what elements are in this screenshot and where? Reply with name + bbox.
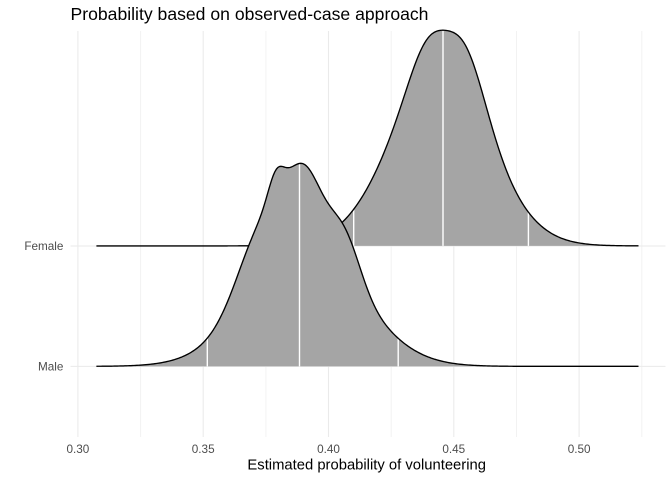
svg-text:Estimated probability of volun: Estimated probability of volunteering [247, 458, 486, 474]
svg-text:0.40: 0.40 [317, 443, 340, 456]
svg-text:0.30: 0.30 [66, 443, 89, 456]
svg-text:0.45: 0.45 [442, 443, 465, 456]
svg-text:Male: Male [38, 360, 63, 373]
svg-text:0.50: 0.50 [568, 443, 591, 456]
svg-text:Female: Female [24, 240, 63, 253]
svg-text:0.35: 0.35 [192, 443, 215, 456]
svg-text:Probability based on observed-: Probability based on observed-case appro… [71, 4, 429, 24]
